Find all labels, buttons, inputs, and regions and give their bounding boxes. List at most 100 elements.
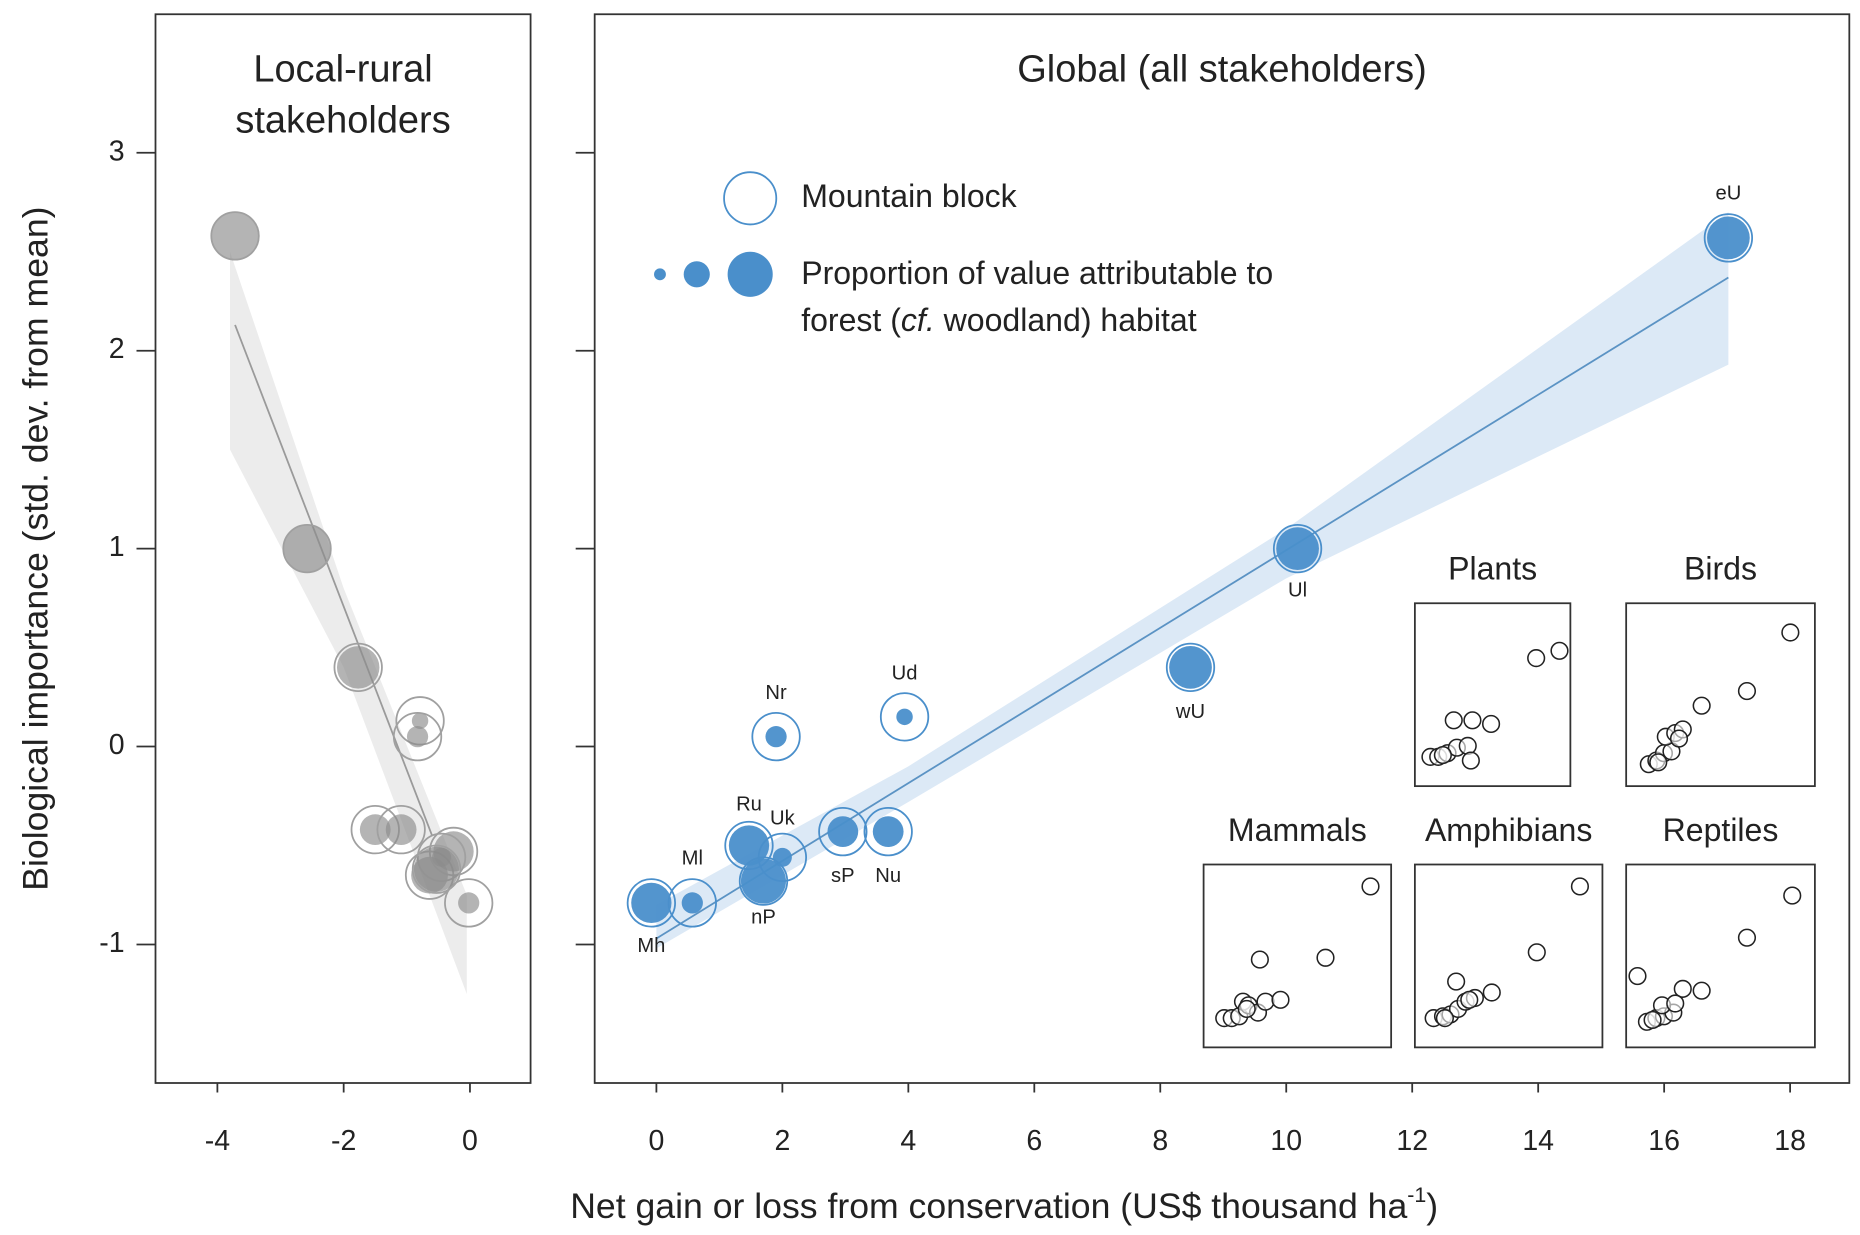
x-tick-label: 4 [900, 1125, 916, 1157]
panel-frame [154, 13, 532, 1084]
inset-point [1433, 745, 1452, 765]
point-inner [872, 816, 904, 848]
x-tick-label: 18 [1774, 1125, 1806, 1157]
x-axis-label-text: Net gain or loss from conservation (US$ … [570, 1186, 1407, 1226]
point-label: Ud [892, 662, 918, 684]
point-ring [1272, 523, 1323, 574]
inset-point [1256, 992, 1275, 1011]
inset-point [1570, 877, 1590, 896]
inset-point [1482, 983, 1501, 1002]
point-inner [336, 646, 380, 689]
inset-point [1271, 990, 1290, 1009]
x-axis-label-sup: -1 [1407, 1182, 1426, 1206]
x-tick-label: 16 [1648, 1125, 1680, 1157]
inset-point [1669, 729, 1689, 748]
point-ring [376, 805, 426, 855]
x-axis-label-suffix: ) [1426, 1186, 1438, 1226]
point-ring [210, 211, 260, 261]
point-inner [411, 712, 429, 730]
inset-point [1550, 641, 1569, 660]
x-tick-label: -4 [205, 1125, 230, 1157]
legend-text: forest ( [801, 302, 901, 338]
inset-point [1692, 696, 1711, 715]
point-inner [1276, 527, 1319, 570]
point-inner [1169, 646, 1212, 689]
legend-dot-large [727, 251, 773, 297]
trend-line [234, 324, 433, 836]
inset-point [1643, 1010, 1662, 1030]
x-tick-label: 0 [462, 1125, 478, 1157]
inset-point [1461, 751, 1480, 770]
y-tick-label: 0 [109, 729, 125, 761]
point-label: sP [831, 865, 855, 887]
confidence-band [656, 212, 1729, 949]
point-ring [863, 807, 913, 857]
inset-point [1447, 972, 1466, 991]
point-label: wU [1175, 701, 1205, 723]
point-ring [392, 712, 443, 762]
point-ring [738, 856, 789, 906]
point-inner [385, 814, 417, 846]
y-tick-label: 2 [109, 333, 125, 365]
point-label: Uk [770, 808, 796, 830]
point-label: nP [751, 906, 776, 928]
inset-point [1783, 886, 1802, 905]
x-tick-label: 6 [1026, 1125, 1042, 1157]
x-tick-label: 0 [648, 1125, 664, 1157]
inset-point [1463, 711, 1482, 730]
confidence-band [230, 251, 467, 994]
inset-point [1250, 950, 1269, 969]
inset-point [1458, 736, 1477, 755]
x-tick-label: 12 [1396, 1125, 1428, 1157]
panel-title: Global (all stakeholders) [1017, 48, 1426, 90]
inset-point [1460, 990, 1479, 1009]
point-label: Nr [765, 682, 787, 704]
point-inner [413, 846, 460, 892]
inset-point [1527, 943, 1546, 962]
point-ring [626, 878, 676, 928]
x-tick-label: 8 [1152, 1125, 1168, 1157]
point-ring [879, 692, 930, 742]
point-ring [667, 878, 717, 928]
legend-label: Proportion of value attributable to [801, 255, 1273, 291]
inset-point [1316, 948, 1335, 967]
x-axis-label: Net gain or loss from conservation (US$ … [570, 1182, 1438, 1226]
inset-point [1781, 623, 1800, 642]
panel-title: stakeholders [235, 99, 450, 141]
point-inner [359, 814, 391, 846]
inset-point [1692, 981, 1711, 1000]
point-ring [411, 844, 462, 894]
point-inner [896, 708, 913, 726]
y-tick-label: 3 [109, 135, 125, 167]
point-inner [211, 212, 259, 260]
inset-point [1666, 994, 1685, 1013]
inset-point [1673, 979, 1692, 998]
point-inner [283, 524, 331, 573]
inset-point [1237, 999, 1256, 1019]
legend-text: woodland) habitat [935, 302, 1197, 338]
inset-title: Plants [1448, 551, 1537, 587]
x-tick-label: 14 [1522, 1125, 1554, 1157]
inset-title: Reptiles [1663, 812, 1779, 848]
y-tick-label: -1 [99, 927, 124, 959]
x-tick-label: -2 [331, 1125, 356, 1157]
point-label: eU [1715, 182, 1741, 204]
legend-label: Mountain block [801, 178, 1017, 214]
point-label: Ru [736, 793, 762, 815]
point-ring [1703, 213, 1754, 263]
point-ring [333, 642, 383, 693]
inset-point [1527, 649, 1546, 668]
point-ring [751, 712, 801, 762]
point-ring [1165, 642, 1216, 693]
point-inner [458, 892, 480, 914]
legend-dot-medium [683, 261, 710, 288]
legend-text-italic: cf. [901, 302, 935, 338]
inset-point [1435, 1009, 1454, 1028]
point-inner [765, 726, 787, 748]
inset-title: Mammals [1228, 812, 1367, 848]
point-ring [444, 878, 494, 928]
inset-point [1481, 714, 1501, 734]
point-label: Mh [637, 935, 665, 957]
inset-point [1737, 928, 1757, 947]
